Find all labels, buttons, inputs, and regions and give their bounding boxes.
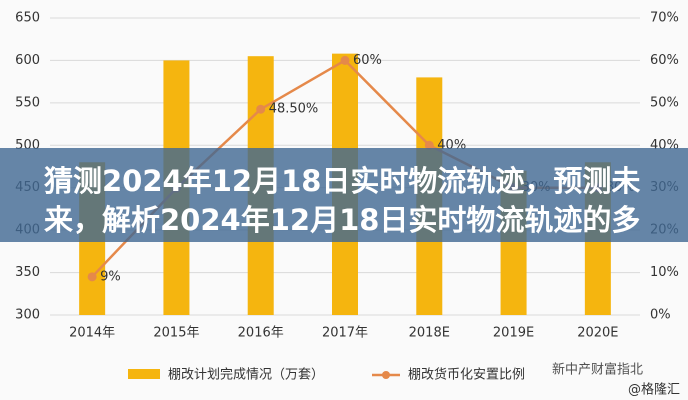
data-label: 60% [353, 53, 382, 68]
line-point [87, 272, 97, 282]
y-tick-label: 550 [15, 95, 40, 110]
line-point [256, 104, 266, 114]
y2-tick-label: 70% [650, 11, 679, 26]
y-tick-label: 650 [15, 11, 40, 26]
data-label: 48.50% [269, 102, 319, 117]
legend-label: 棚改计划完成情况（万套） [168, 367, 324, 383]
x-tick-label: 2015年 [153, 326, 199, 341]
y2-tick-label: 50% [650, 95, 679, 110]
banner-title: 来，解析2024年12月18日实时物流轨迹的多 [44, 203, 640, 237]
legend-label: 棚改货币化安置比例 [408, 367, 525, 383]
y2-tick-label: 60% [650, 53, 679, 68]
banner-title: 猜测2024年12月18日实时物流轨迹，预测未 [43, 164, 640, 198]
x-tick-label: 2020E [577, 326, 618, 341]
x-tick-label: 2017年 [322, 326, 368, 341]
line-point [424, 140, 434, 150]
data-label: 9% [100, 269, 121, 284]
y-tick-label: 350 [15, 265, 40, 280]
watermark: @格隆汇 [628, 382, 680, 398]
x-tick-label: 2019E [493, 326, 534, 341]
y2-tick-label: 10% [650, 265, 679, 280]
line-point [340, 55, 350, 65]
banner [0, 148, 688, 242]
y-tick-label: 600 [15, 53, 40, 68]
y-tick-label: 300 [15, 308, 40, 323]
x-tick-label: 2018E [409, 326, 450, 341]
watermark: 新中产财富指北 [552, 362, 643, 378]
legend-swatch [128, 369, 160, 379]
x-tick-label: 2014年 [69, 326, 115, 341]
y2-tick-label: 0% [650, 308, 671, 323]
legend-swatch [382, 371, 390, 379]
x-tick-label: 2016年 [238, 326, 284, 341]
